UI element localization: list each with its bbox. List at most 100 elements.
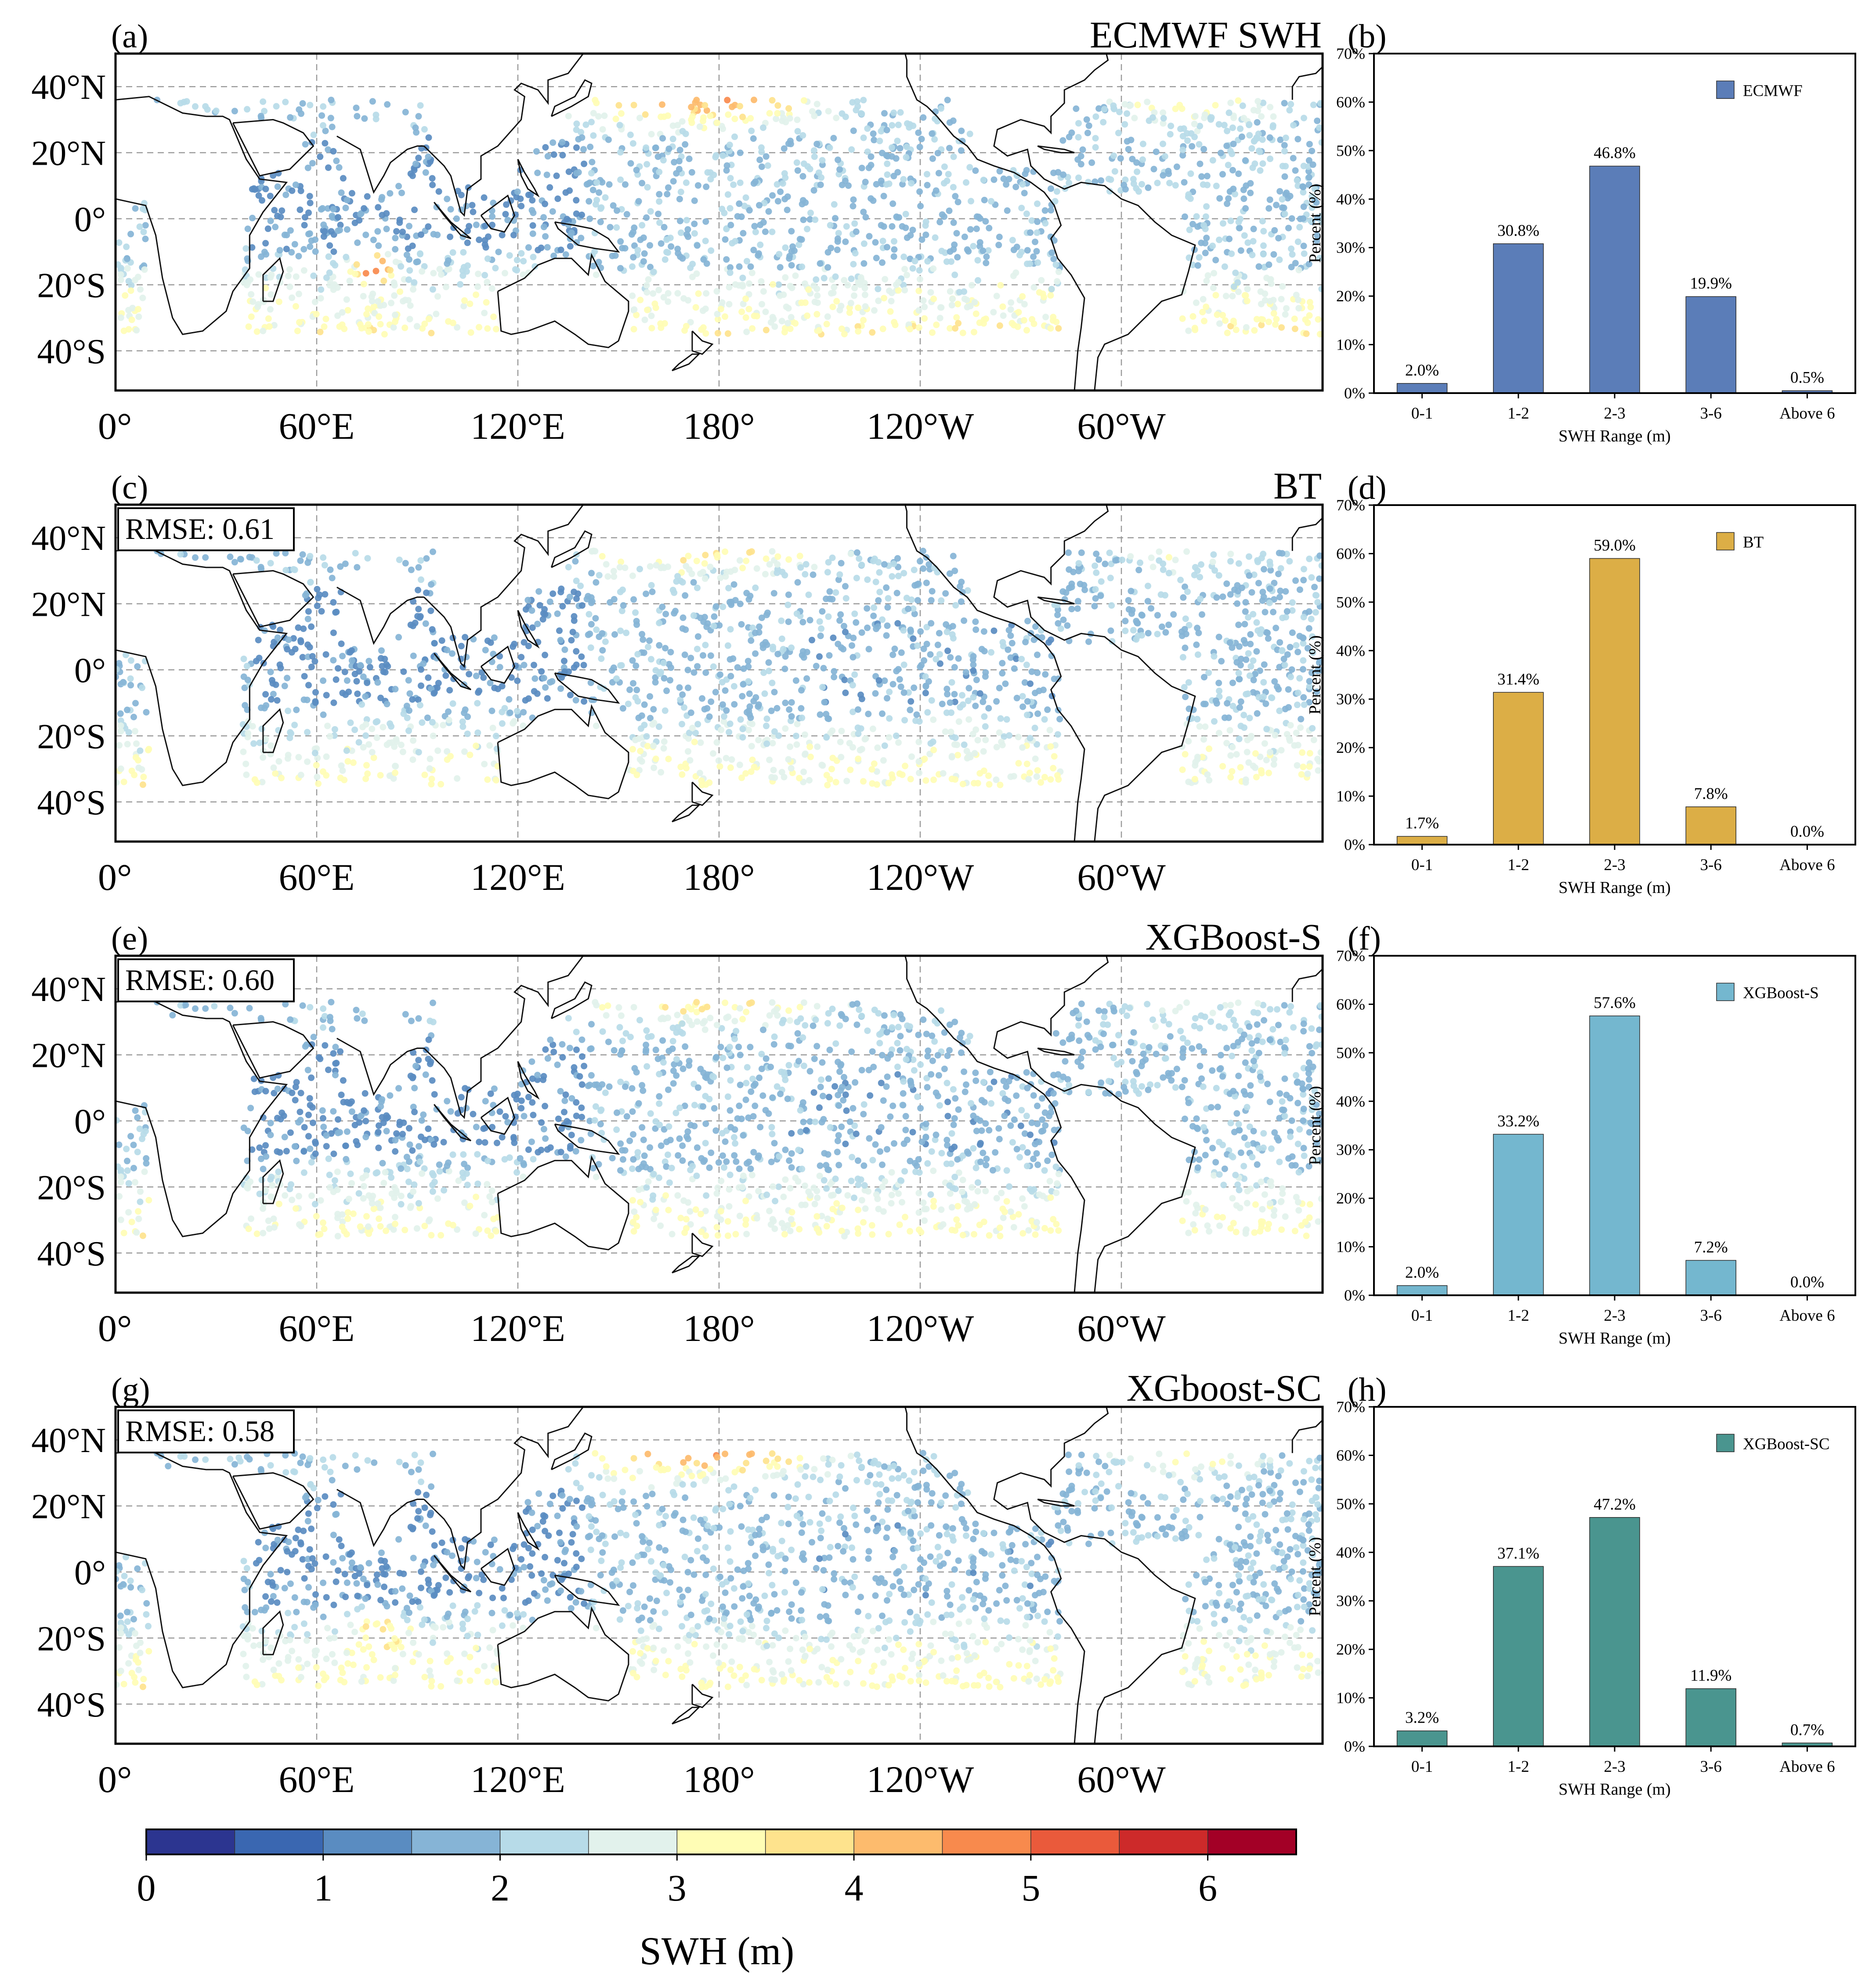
swh-point	[510, 231, 517, 238]
swh-point	[955, 1106, 962, 1113]
swh-point	[611, 573, 618, 580]
swh-point	[421, 320, 428, 327]
swh-point	[285, 272, 292, 279]
swh-point	[360, 293, 367, 300]
swh-point	[410, 1188, 417, 1195]
swh-point	[369, 290, 376, 297]
swh-point	[528, 1138, 535, 1145]
swh-point	[933, 322, 940, 329]
swh-point	[721, 713, 727, 720]
swh-point	[1289, 251, 1296, 258]
swh-point	[974, 257, 981, 264]
swh-point	[950, 553, 957, 560]
swh-point	[449, 249, 456, 256]
swh-point	[1276, 639, 1283, 646]
swh-point	[1108, 602, 1115, 609]
swh-point	[1245, 614, 1252, 621]
swh-point	[1306, 699, 1313, 706]
coastline	[434, 202, 472, 239]
swh-point	[869, 780, 876, 787]
swh-point	[473, 291, 480, 298]
swh-point	[1180, 594, 1187, 601]
swh-point	[778, 617, 785, 624]
swh-point	[970, 653, 977, 660]
swh-point	[588, 570, 595, 577]
swh-point	[882, 276, 889, 283]
swh-point	[117, 727, 124, 734]
swh-point	[1150, 166, 1157, 173]
swh-point	[936, 219, 943, 226]
swh-point	[243, 771, 250, 778]
swh-point	[544, 695, 551, 702]
swh-point	[927, 740, 934, 747]
swh-point	[673, 578, 680, 585]
swh-point	[304, 758, 311, 765]
swh-point	[1129, 155, 1136, 163]
swh-point	[1160, 566, 1167, 573]
swh-point	[1182, 213, 1188, 220]
swh-point	[291, 722, 298, 729]
swh-point	[769, 740, 776, 747]
swh-point	[449, 700, 456, 707]
swh-point	[506, 252, 513, 259]
swh-point	[737, 103, 743, 110]
swh-point	[529, 230, 536, 237]
swh-point	[779, 568, 786, 575]
swh-point	[1279, 550, 1286, 557]
swh-point	[769, 314, 776, 321]
swh-point	[1115, 1091, 1122, 1098]
swh-point	[1092, 113, 1099, 120]
swh-point	[816, 1104, 823, 1111]
swh-point	[322, 591, 329, 598]
swh-point	[681, 704, 687, 711]
swh-point	[730, 683, 737, 690]
swh-point	[124, 706, 130, 713]
swh-point	[403, 251, 410, 258]
swh-point	[1023, 327, 1030, 334]
swh-point	[555, 1115, 562, 1122]
swh-point	[1007, 632, 1014, 639]
swh-point	[330, 148, 337, 155]
swh-point	[1060, 616, 1067, 623]
swh-point	[467, 329, 474, 336]
swh-point	[1271, 678, 1278, 685]
swh-point	[116, 1193, 123, 1200]
swh-point	[667, 677, 673, 684]
swh-point	[325, 253, 332, 260]
swh-point	[736, 200, 743, 207]
swh-point	[980, 247, 987, 254]
swh-point	[362, 775, 369, 782]
swh-point	[513, 257, 521, 264]
swh-point	[586, 198, 593, 205]
swh-point	[1002, 680, 1009, 687]
coastline	[336, 586, 424, 645]
swh-point	[1282, 163, 1289, 170]
swh-point	[673, 1029, 680, 1036]
swh-point	[1246, 1123, 1253, 1130]
swh-point	[605, 136, 612, 143]
swh-point	[953, 230, 960, 237]
swh-point	[633, 166, 640, 173]
swh-point	[972, 702, 979, 709]
swh-point	[869, 1156, 876, 1164]
swh-point	[691, 230, 698, 237]
swh-point	[774, 110, 781, 117]
swh-point	[399, 228, 406, 235]
swh-point	[1271, 1129, 1278, 1136]
swh-point	[1059, 137, 1066, 144]
swh-point	[1306, 763, 1313, 770]
swh-point	[739, 734, 746, 741]
swh-point	[841, 623, 847, 629]
swh-point	[399, 748, 406, 755]
swh-point	[756, 623, 763, 630]
swh-point	[665, 145, 672, 152]
swh-point	[983, 253, 990, 260]
swh-point	[681, 651, 688, 658]
swh-point	[1276, 594, 1283, 600]
swh-point	[578, 1104, 585, 1111]
swh-point	[1196, 123, 1204, 130]
swh-point	[679, 1030, 686, 1037]
swh-point	[337, 563, 344, 570]
swh-point	[862, 303, 869, 310]
swh-point	[799, 618, 806, 625]
